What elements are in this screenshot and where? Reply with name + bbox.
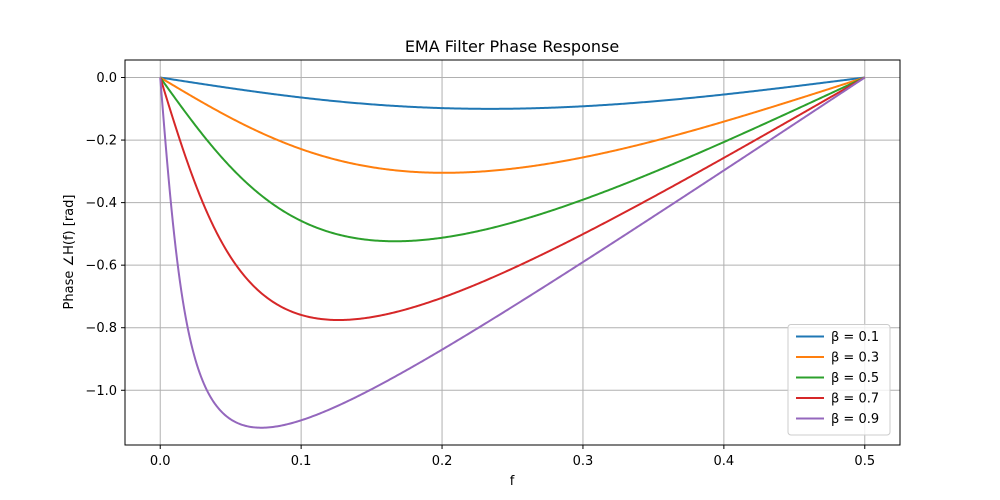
grid xyxy=(125,60,900,445)
series-layer xyxy=(159,76,866,429)
legend-label-3: β = 0.7 xyxy=(831,392,879,407)
series-line-3 xyxy=(159,76,866,322)
y-ticks: 0.0 −0.2 −0.4 −0.6 −0.8 −1.0 xyxy=(85,71,125,399)
x-ticks: 0.0 0.1 0.2 0.3 0.4 0.5 xyxy=(150,445,875,469)
y-tick-label: −0.2 xyxy=(85,134,117,149)
legend-label-2: β = 0.5 xyxy=(831,371,879,386)
x-axis-label: f xyxy=(510,474,515,489)
y-tick-label: −1.0 xyxy=(85,384,117,399)
y-axis-label: Phase ∠H(f) [rad] xyxy=(62,195,77,310)
legend: β = 0.1 β = 0.3 β = 0.5 β = 0.7 β = 0.9 xyxy=(787,324,891,436)
legend-label-0: β = 0.1 xyxy=(831,330,879,345)
chart-title: EMA Filter Phase Response xyxy=(405,37,619,56)
x-tick-label: 0.5 xyxy=(854,454,875,469)
legend-box xyxy=(787,324,891,436)
plot-frame xyxy=(124,59,901,446)
x-tick-label: 0.2 xyxy=(432,454,453,469)
x-tick-label: 0.0 xyxy=(150,454,171,469)
series-line-0 xyxy=(160,76,865,110)
x-tick-label: 0.4 xyxy=(714,454,735,469)
legend-label-4: β = 0.9 xyxy=(831,412,879,427)
series-line-4 xyxy=(159,76,866,429)
series-line-1 xyxy=(159,76,866,174)
legend-label-1: β = 0.3 xyxy=(831,351,879,366)
y-tick-label: −0.4 xyxy=(85,196,117,211)
series-line-2 xyxy=(159,76,866,243)
x-tick-label: 0.3 xyxy=(573,454,594,469)
x-tick-label: 0.1 xyxy=(291,454,312,469)
y-tick-label: 0.0 xyxy=(96,71,117,86)
y-tick-label: −0.8 xyxy=(85,321,117,336)
y-tick-label: −0.6 xyxy=(85,259,117,274)
